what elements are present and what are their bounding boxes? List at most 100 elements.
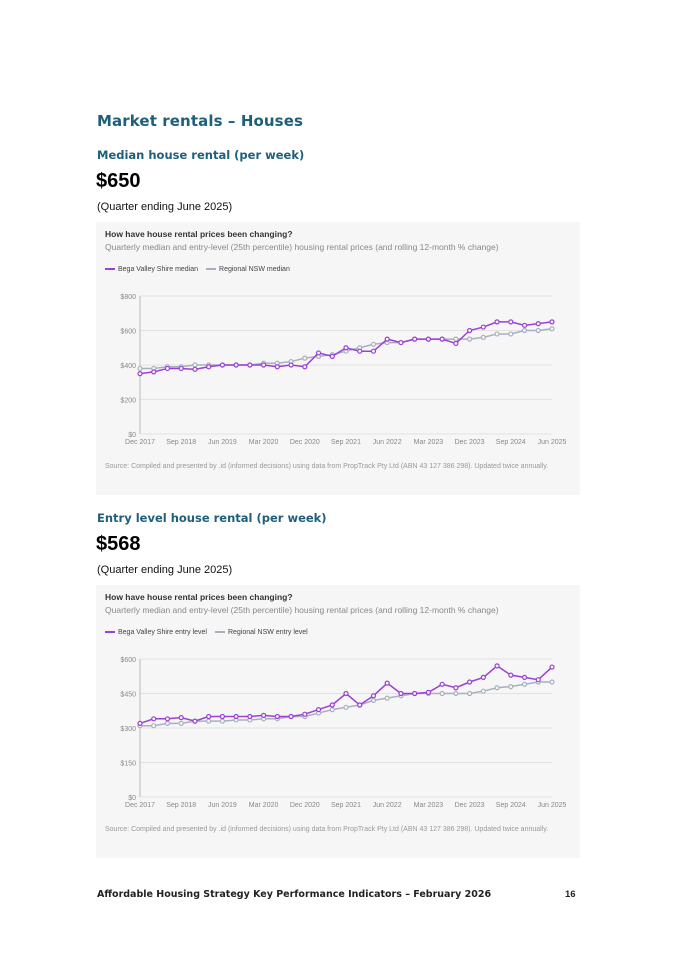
data-point bbox=[370, 341, 377, 347]
x-tick-label: Jun 2025 bbox=[538, 439, 567, 446]
data-point bbox=[343, 690, 349, 697]
data-point bbox=[302, 711, 308, 717]
data-point bbox=[508, 331, 514, 337]
data-point bbox=[288, 713, 294, 720]
data-point bbox=[412, 690, 418, 697]
data-point bbox=[384, 695, 390, 701]
data-point bbox=[137, 371, 143, 377]
chart-source: Source: Compiled and presented by .id (i… bbox=[105, 826, 549, 833]
data-point bbox=[261, 712, 267, 718]
median-line-chart: $0 $200 $400 $600 $800 Dec 2017 Sep 2018 Jun 20… bbox=[120, 294, 567, 446]
entry-heading: Entry level house rental (per week) bbox=[97, 511, 327, 525]
x-tick-label: Dec 2020 bbox=[290, 802, 320, 809]
data-point bbox=[315, 350, 322, 356]
data-point bbox=[494, 685, 500, 691]
data-point bbox=[453, 340, 459, 347]
data-point bbox=[192, 366, 198, 372]
data-point bbox=[164, 716, 171, 722]
x-tick-label: Dec 2023 bbox=[455, 802, 485, 809]
data-point bbox=[535, 327, 541, 334]
legend-label: Bega Valley Shire median bbox=[118, 266, 199, 273]
data-point bbox=[178, 715, 184, 721]
chart-title: How have house rental prices been changi… bbox=[105, 592, 293, 602]
legend-item-regional[interactable]: Regional NSW entry level bbox=[214, 629, 308, 636]
data-point bbox=[425, 689, 431, 695]
data-point bbox=[535, 677, 541, 683]
median-chart-panel: How have house rental prices been changi… bbox=[96, 222, 580, 495]
x-tick-label: Mar 2023 bbox=[414, 439, 444, 446]
data-point bbox=[164, 720, 171, 726]
y-tick-label: $800 bbox=[120, 294, 136, 301]
data-point bbox=[219, 718, 226, 724]
data-point bbox=[233, 362, 239, 368]
x-tick-label: Jun 2019 bbox=[208, 802, 237, 809]
data-point bbox=[329, 706, 335, 713]
data-point bbox=[329, 702, 335, 708]
chart-legend: Bega Valley Shire entry level Regional N… bbox=[105, 629, 308, 636]
entry-value: $568 bbox=[96, 533, 141, 555]
data-point bbox=[164, 365, 171, 372]
chart-legend: Bega Valley Shire median Regional NSW me… bbox=[105, 266, 290, 273]
data-point bbox=[247, 362, 253, 368]
data-point bbox=[453, 336, 459, 342]
data-point bbox=[494, 319, 500, 325]
legend-item-regional[interactable]: Regional NSW median bbox=[206, 266, 290, 273]
data-point bbox=[151, 723, 157, 729]
y-tick-label: $0 bbox=[128, 432, 136, 439]
data-point bbox=[453, 690, 459, 697]
data-point bbox=[549, 319, 555, 325]
data-point bbox=[549, 679, 555, 685]
data-point bbox=[480, 324, 486, 330]
data-point bbox=[521, 327, 528, 334]
data-point bbox=[521, 674, 528, 681]
x-tick-label: Sep 2018 bbox=[166, 802, 196, 809]
data-point bbox=[370, 693, 377, 699]
legend-label: Regional NSW entry level bbox=[227, 629, 308, 636]
y-tick-label: $150 bbox=[120, 761, 136, 768]
y-tick-label: $450 bbox=[120, 692, 136, 699]
data-point bbox=[494, 663, 500, 669]
data-point bbox=[521, 322, 528, 328]
data-point bbox=[192, 718, 198, 724]
data-point bbox=[508, 672, 514, 678]
data-point bbox=[480, 688, 486, 694]
data-point bbox=[549, 326, 555, 332]
data-point bbox=[439, 336, 445, 342]
data-point bbox=[302, 355, 308, 361]
data-point bbox=[302, 364, 308, 370]
data-point bbox=[508, 683, 514, 690]
x-tick-label: Dec 2020 bbox=[290, 439, 320, 446]
x-tick-label: Mar 2020 bbox=[249, 439, 279, 446]
entry-line-chart: $0 $150 $300 $450 $600 Dec 2017 Sep 2018 Jun 20… bbox=[120, 657, 566, 809]
data-point bbox=[219, 713, 226, 720]
legend-item-bega[interactable]: Bega Valley Shire median bbox=[105, 266, 198, 273]
data-point bbox=[384, 680, 390, 686]
data-point bbox=[315, 706, 322, 713]
x-tick-label: Jun 2022 bbox=[373, 802, 402, 809]
y-tick-label: $300 bbox=[120, 726, 136, 733]
data-point bbox=[274, 713, 280, 720]
data-point bbox=[247, 713, 253, 720]
data-point bbox=[439, 681, 445, 687]
page-number: 16 bbox=[565, 889, 576, 900]
legend-item-bega[interactable]: Bega Valley Shire entry level bbox=[105, 629, 207, 636]
data-point bbox=[508, 319, 514, 325]
data-point bbox=[219, 362, 226, 368]
data-point bbox=[274, 364, 280, 370]
data-point bbox=[453, 685, 459, 691]
y-tick-label: $400 bbox=[120, 363, 136, 370]
y-tick-label: $200 bbox=[120, 398, 136, 405]
chart-title: How have house rental prices been changi… bbox=[105, 229, 293, 239]
data-point bbox=[357, 702, 363, 708]
x-tick-label: Jun 2022 bbox=[373, 439, 402, 446]
x-tick-label: Sep 2021 bbox=[331, 802, 361, 809]
chart-subtitle: Quarterly median and entry-level (25th p… bbox=[105, 605, 499, 615]
data-point bbox=[480, 334, 486, 341]
data-point bbox=[329, 353, 335, 359]
data-point bbox=[535, 320, 541, 327]
data-point bbox=[151, 716, 157, 722]
data-point bbox=[412, 336, 418, 342]
data-point bbox=[521, 681, 528, 687]
x-tick-label: Dec 2017 bbox=[125, 802, 155, 809]
data-point bbox=[206, 718, 212, 724]
